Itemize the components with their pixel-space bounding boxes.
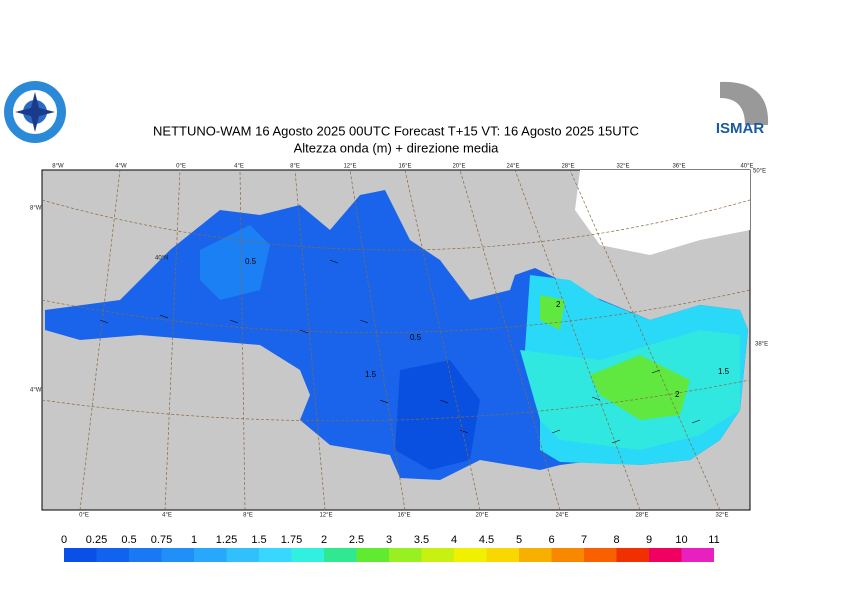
colorbar-swatch xyxy=(551,548,584,562)
colorbar-label: 5 xyxy=(516,534,522,546)
lon-label: 12°E xyxy=(319,513,332,519)
colorbar-label: 4 xyxy=(451,534,457,546)
contour-label: 2 xyxy=(556,300,561,309)
colorbar-label: 4.5 xyxy=(479,534,494,546)
colorbar-label: 3.5 xyxy=(414,534,429,546)
colorbar-swatch xyxy=(194,548,227,562)
lon-label: 32°E xyxy=(715,513,728,519)
colorbar-swatch xyxy=(96,548,129,562)
lat-label: 4°W xyxy=(30,388,42,394)
colorbar-swatch xyxy=(259,548,292,562)
colorbar-swatch xyxy=(291,548,324,562)
lon-label: 16°E xyxy=(398,164,411,170)
colorbar-label: 11 xyxy=(708,534,719,546)
subtitle: Altezza onda (m) + direzione media xyxy=(294,140,500,155)
lon-label: 20°E xyxy=(475,513,488,519)
colorbar-swatch xyxy=(324,548,357,562)
colorbar-swatch xyxy=(64,548,97,562)
colorbar-label: 3 xyxy=(386,534,392,546)
lat-label: 38°E xyxy=(755,342,768,348)
colorbar-swatch xyxy=(421,548,454,562)
lon-label: 0°E xyxy=(176,164,186,170)
lon-label: 20°E xyxy=(452,164,465,170)
colorbar-swatch xyxy=(129,548,162,562)
colorbar-label: 2 xyxy=(321,534,327,546)
lon-label: 4°E xyxy=(162,513,172,519)
colorbar-label: 1.75 xyxy=(281,534,302,546)
colorbar-label: 9 xyxy=(646,534,652,546)
colorbar-label: 2.5 xyxy=(349,534,364,546)
colorbar-label: 0.5 xyxy=(121,534,136,546)
colorbar-swatch xyxy=(519,548,552,562)
lat-label: 40°N xyxy=(155,256,168,262)
colorbar-label: 0.75 xyxy=(151,534,172,546)
lon-label: 8°W xyxy=(52,164,64,170)
colorbar-label: 6 xyxy=(548,534,554,546)
colorbar-swatch xyxy=(356,548,389,562)
lon-label: 16°E xyxy=(397,513,410,519)
lon-label: 28°E xyxy=(635,513,648,519)
colorbar-label: 8 xyxy=(613,534,619,546)
colorbar-label: 7 xyxy=(581,534,587,546)
colorbar-swatch xyxy=(226,548,259,562)
contour-label: 0.5 xyxy=(245,257,257,266)
lon-label: 12°E xyxy=(343,164,356,170)
map: 0.5 0.5 1.5 2 2 1.5 xyxy=(41,169,751,511)
colorbar-swatch xyxy=(389,548,422,562)
lon-label: 8°E xyxy=(290,164,300,170)
colorbar-label: 10 xyxy=(675,534,687,546)
lon-label: 4°E xyxy=(234,164,244,170)
lon-label: 36°E xyxy=(672,164,685,170)
colorbar-label: 0.25 xyxy=(86,534,107,546)
title: NETTUNO-WAM 16 Agosto 2025 00UTC Forecas… xyxy=(153,123,639,138)
colorbar-swatch xyxy=(454,548,487,562)
lon-label: 0°E xyxy=(79,513,89,519)
lon-label: 32°E xyxy=(616,164,629,170)
colorbar-label: 1 xyxy=(191,534,197,546)
lon-label: 24°E xyxy=(506,164,519,170)
lat-label: 50°E xyxy=(753,169,766,175)
contour-label: 1.5 xyxy=(365,370,377,379)
lon-label: 24°E xyxy=(555,513,568,519)
logo-left xyxy=(4,81,66,143)
colorbar-swatch xyxy=(161,548,194,562)
colorbar-swatch xyxy=(584,548,617,562)
contour-label: 2 xyxy=(675,390,680,399)
lon-label: 40°E xyxy=(740,164,753,170)
colorbar-swatch xyxy=(649,548,682,562)
lon-label: 28°E xyxy=(561,164,574,170)
lon-label: 8°E xyxy=(243,513,253,519)
colorbar-label: 0 xyxy=(61,534,67,546)
logo-right: ISMAR xyxy=(709,79,770,141)
colorbar-label: 1.5 xyxy=(251,534,266,546)
contour-label: 1.5 xyxy=(718,367,730,376)
logo-text: ISMAR xyxy=(716,120,765,137)
colorbar-swatch xyxy=(616,548,649,562)
colorbar-swatch xyxy=(486,548,519,562)
lon-label: 4°W xyxy=(115,164,127,170)
colorbar-swatch xyxy=(681,548,714,562)
lat-label: 8°W xyxy=(30,206,42,212)
colorbar-label: 1.25 xyxy=(216,534,237,546)
contour-label: 0.5 xyxy=(410,333,422,342)
